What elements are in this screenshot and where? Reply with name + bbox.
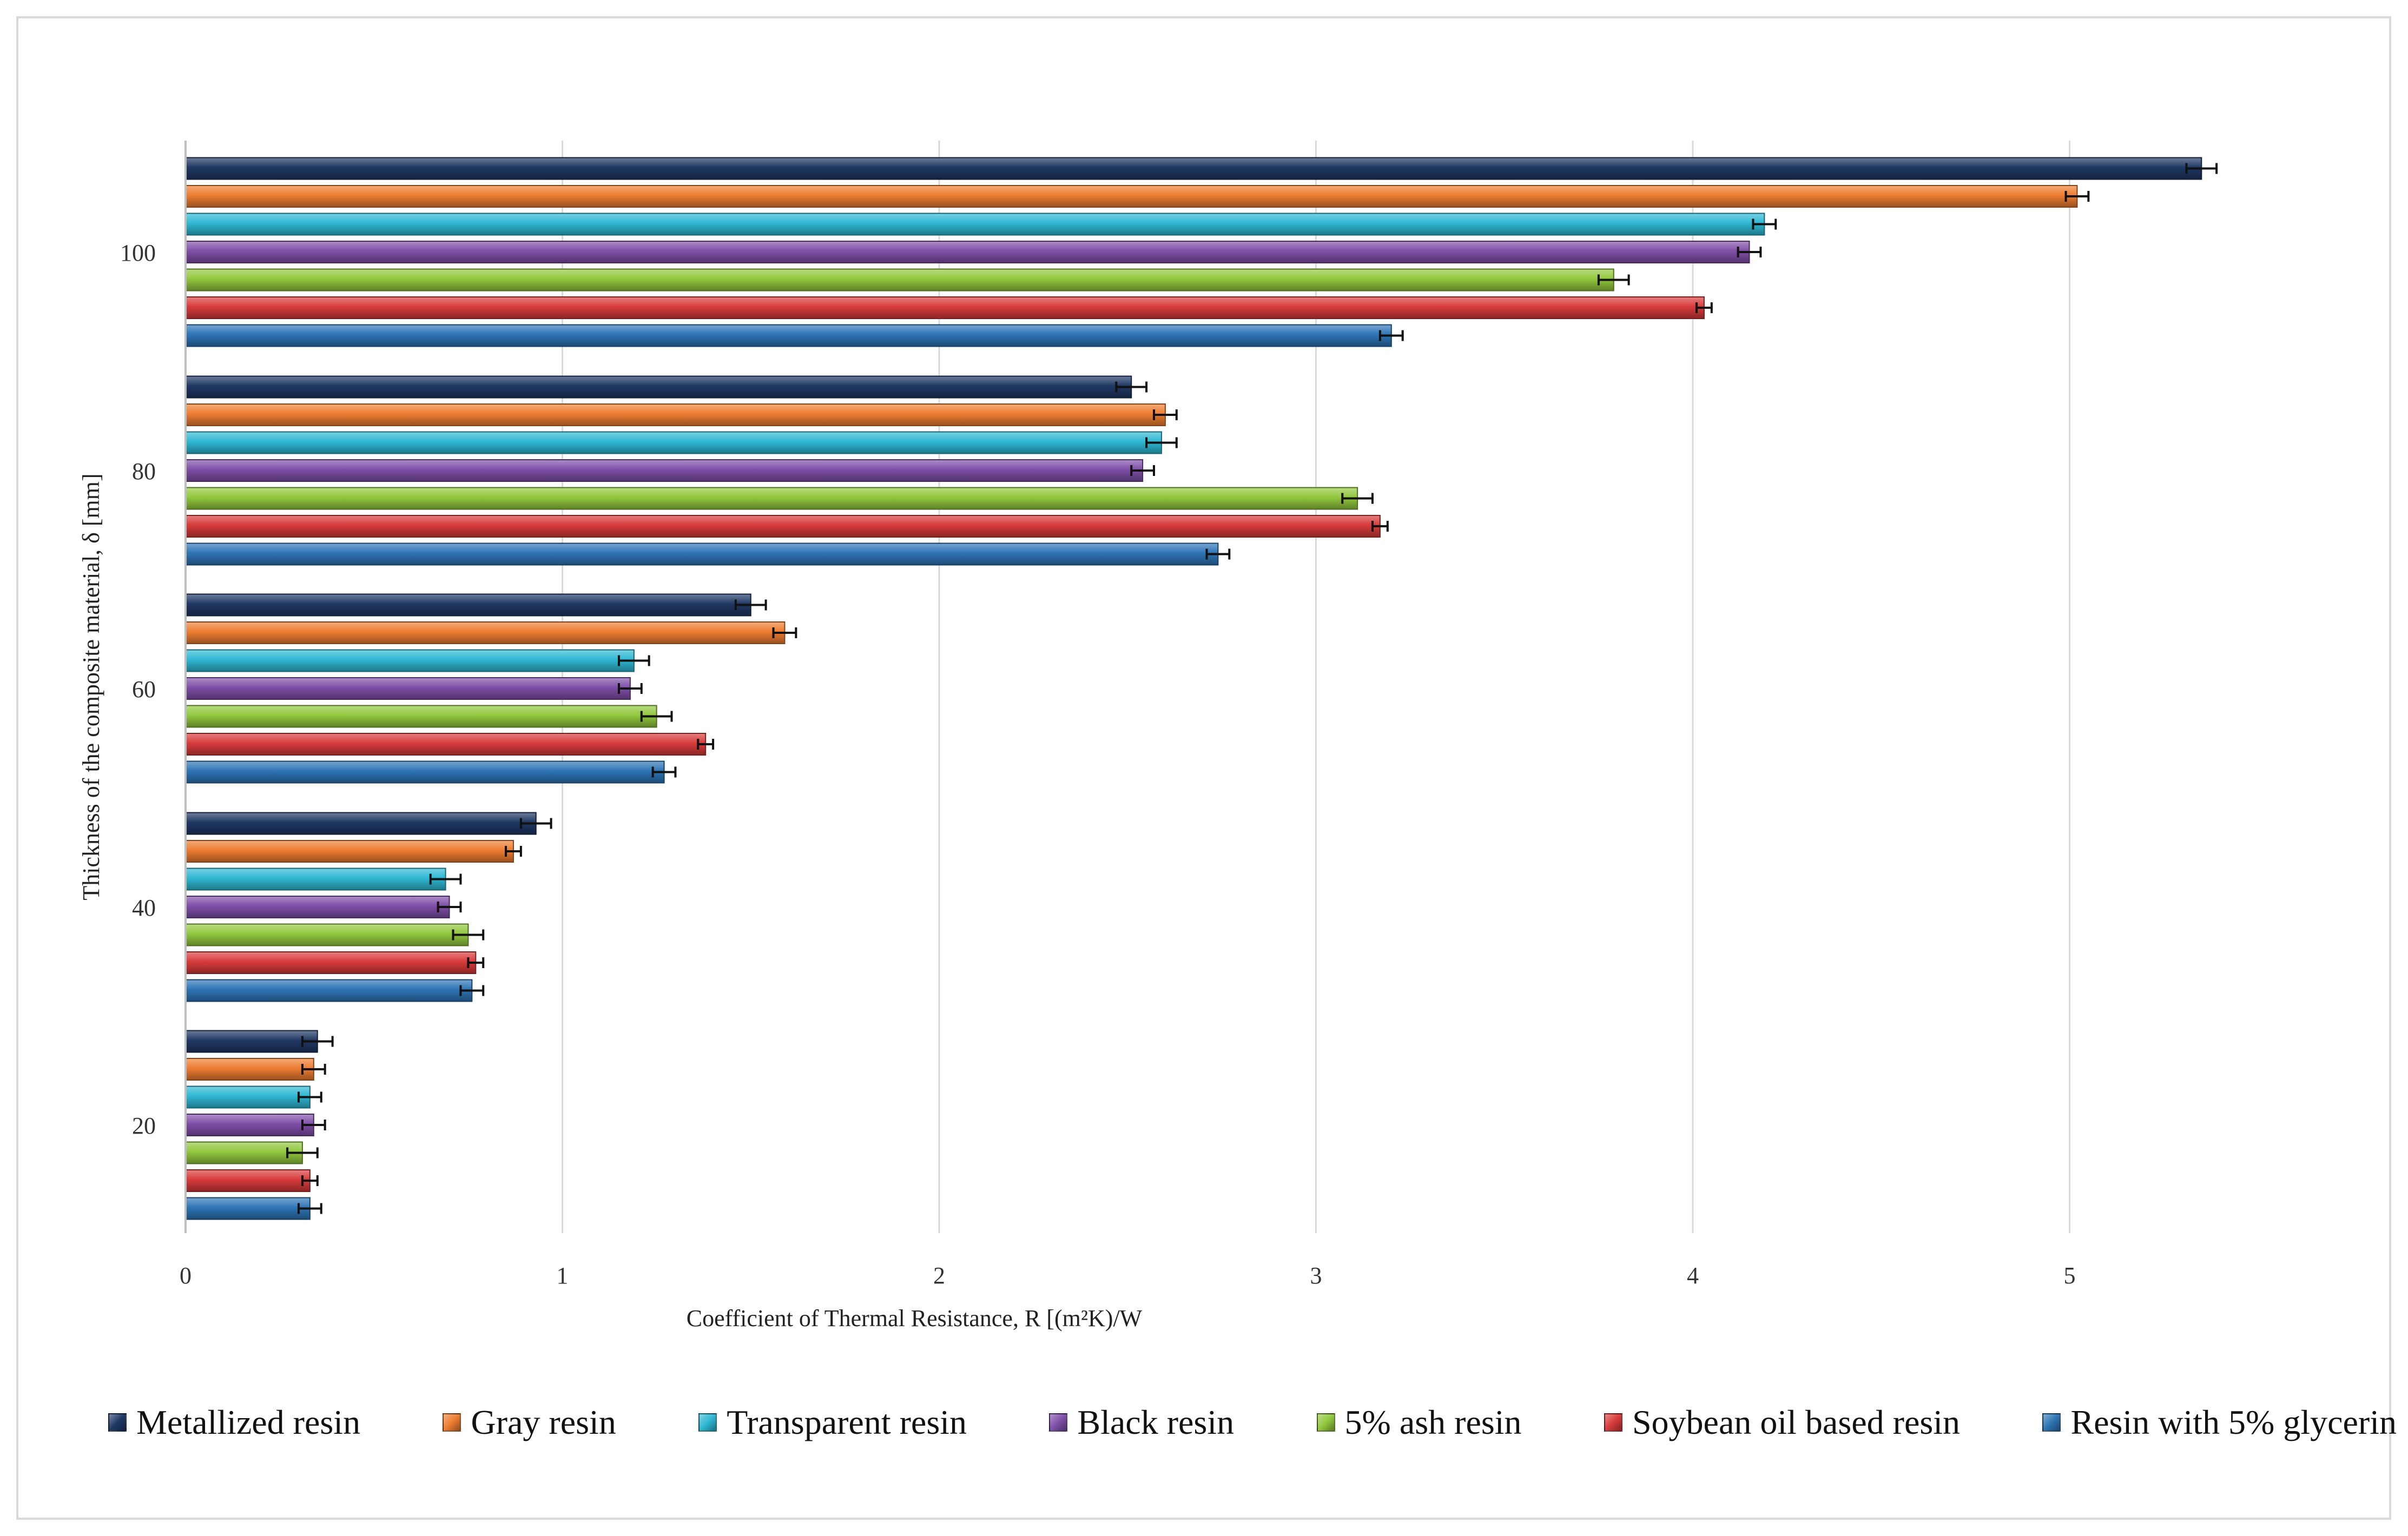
legend-swatch — [108, 1413, 127, 1432]
y-tick-label: 40 — [132, 895, 156, 921]
x-tick-label: 5 — [2064, 1262, 2076, 1289]
y-tick-label: 80 — [132, 458, 156, 485]
legend-swatch — [1049, 1413, 1068, 1432]
bar-gray-resin-100 — [185, 185, 2078, 208]
bar-5-ash-resin-100 — [185, 268, 1614, 292]
legend-swatch — [1316, 1413, 1335, 1432]
bar-gray-resin-40 — [185, 840, 514, 863]
x-tick-label: 3 — [1310, 1262, 1322, 1289]
bar-resin-with-5-glycerin-60 — [185, 760, 665, 784]
bar-soybean-oil-based-resin-40 — [185, 951, 477, 974]
bar-metallized-resin-80 — [185, 375, 1132, 399]
legend-swatch — [443, 1413, 461, 1432]
legend-item: 5% ash resin — [1316, 1402, 1522, 1442]
bar-gray-resin-60 — [185, 621, 786, 644]
legend-item: Black resin — [1049, 1402, 1234, 1442]
bar-5-ash-resin-80 — [185, 487, 1358, 510]
bar-gray-resin-20 — [185, 1058, 314, 1081]
bar-black-resin-40 — [185, 896, 450, 918]
legend-item: Resin with 5% glycerin — [2042, 1402, 2397, 1442]
bar-transparent-resin-60 — [185, 649, 635, 672]
legend-item: Gray resin — [443, 1402, 616, 1442]
bars — [185, 157, 2218, 1220]
tick-labels: 0 1 2 3 4 5 20 40 60 80 100 — [120, 240, 2076, 1289]
bar-black-resin-100 — [185, 241, 1750, 263]
bar-metallized-resin-40 — [185, 812, 537, 835]
bar-transparent-resin-80 — [185, 431, 1162, 454]
bar-soybean-oil-based-resin-100 — [185, 296, 1705, 319]
legend-label: Resin with 5% glycerin — [2070, 1403, 2397, 1441]
bar-black-resin-20 — [185, 1114, 314, 1136]
bar-5-ash-resin-40 — [185, 923, 469, 946]
x-tick-label: 1 — [557, 1262, 569, 1289]
x-tick-label: 2 — [933, 1262, 945, 1289]
y-tick-label: 100 — [120, 240, 156, 266]
bar-metallized-resin-20 — [185, 1030, 318, 1053]
bar-metallized-resin-60 — [185, 593, 751, 617]
bar-resin-with-5-glycerin-80 — [185, 542, 1219, 566]
bar-resin-with-5-glycerin-40 — [185, 979, 473, 1002]
bar-transparent-resin-20 — [185, 1085, 311, 1109]
bar-metallized-resin-100 — [185, 157, 2202, 180]
legend: Metallized resin Gray resin Transparent re… — [108, 1398, 2397, 1447]
bar-resin-with-5-glycerin-100 — [185, 324, 1392, 347]
bar-transparent-resin-40 — [185, 868, 446, 891]
y-axis-title: Thickness of the composite material, δ [… — [78, 473, 104, 900]
grid-lines — [562, 141, 2070, 1233]
legend-item: Transparent resin — [698, 1402, 967, 1442]
bar-resin-with-5-glycerin-20 — [185, 1197, 311, 1220]
bar-5-ash-resin-60 — [185, 705, 657, 728]
legend-item: Metallized resin — [108, 1402, 360, 1442]
bar-soybean-oil-based-resin-60 — [185, 733, 707, 756]
bar-black-resin-80 — [185, 459, 1144, 482]
legend-label: Black resin — [1077, 1403, 1235, 1441]
legend-label: Gray resin — [471, 1403, 616, 1441]
y-tick-label: 20 — [132, 1113, 156, 1139]
bar-soybean-oil-based-resin-20 — [185, 1169, 311, 1192]
legend-swatch — [698, 1413, 717, 1432]
legend-label: 5% ash resin — [1344, 1403, 1522, 1441]
bar-soybean-oil-based-resin-80 — [185, 515, 1381, 538]
bar-transparent-resin-100 — [185, 213, 1765, 236]
x-tick-label: 0 — [180, 1262, 192, 1289]
legend-label: Metallized resin — [136, 1403, 361, 1441]
x-axis-title: Coefficient of Thermal Resistance, R [(m… — [687, 1305, 1143, 1332]
x-tick-label: 4 — [1687, 1262, 1699, 1289]
y-tick-label: 60 — [132, 676, 156, 703]
bar-black-resin-60 — [185, 677, 631, 700]
legend-swatch — [2042, 1413, 2061, 1432]
legend-label: Transparent resin — [727, 1403, 967, 1441]
legend-swatch — [1604, 1413, 1622, 1432]
legend-item: Soybean oil based resin — [1604, 1402, 1960, 1442]
legend-label: Soybean oil based resin — [1632, 1403, 1961, 1441]
bar-gray-resin-80 — [185, 403, 1166, 426]
bar-5-ash-resin-20 — [185, 1141, 303, 1164]
